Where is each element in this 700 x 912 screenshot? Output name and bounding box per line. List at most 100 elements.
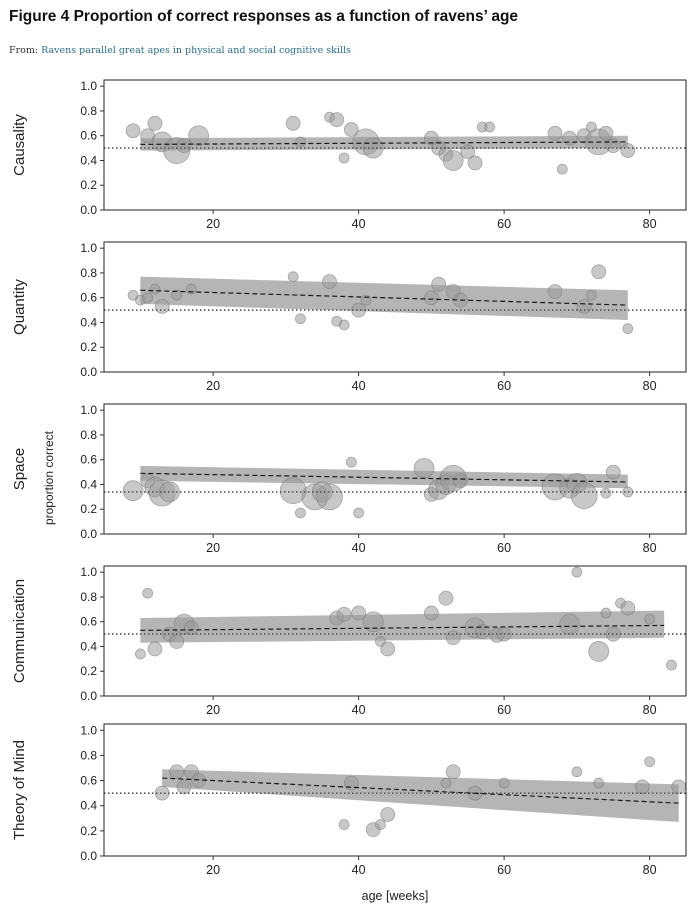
x-tick-label: 80 <box>643 541 657 555</box>
x-tick-label: 60 <box>497 541 511 555</box>
x-tick-label: 40 <box>352 379 366 393</box>
confidence-band <box>162 769 679 823</box>
data-point <box>171 289 183 301</box>
data-point <box>442 150 464 171</box>
data-point <box>329 112 345 128</box>
data-point <box>125 123 141 139</box>
data-point <box>338 319 350 331</box>
y-tick-label: 0.6 <box>80 615 97 629</box>
y-tick-label: 0.8 <box>80 590 97 604</box>
data-point <box>295 136 306 148</box>
data-point <box>559 613 580 635</box>
y-tick-label: 1.0 <box>80 565 97 579</box>
data-point <box>600 607 612 619</box>
data-point <box>336 606 352 622</box>
y-tick-label: 0.2 <box>80 824 97 838</box>
y-tick-label: 0.2 <box>80 664 97 678</box>
data-point <box>591 264 607 280</box>
y-tick-label: 0.2 <box>80 502 97 516</box>
y-tick-label: 0.8 <box>80 428 97 442</box>
y-tick-label: 0.2 <box>80 178 97 192</box>
data-point <box>345 456 357 468</box>
x-tick-label: 20 <box>206 541 220 555</box>
x-tick-label: 60 <box>497 217 511 231</box>
data-point <box>440 777 452 789</box>
data-point <box>571 766 583 778</box>
x-axis-label: age [weeks] <box>362 889 429 903</box>
data-point <box>142 292 154 304</box>
y-tick-label: 0.6 <box>80 291 97 305</box>
data-point <box>362 611 384 633</box>
figure-title: Figure 4 Proportion of correct responses… <box>9 8 519 25</box>
panel-label: Communication <box>11 579 28 683</box>
data-point <box>622 323 634 335</box>
data-point <box>576 298 592 314</box>
data-point <box>571 566 583 578</box>
data-point <box>644 756 656 768</box>
confidence-band <box>140 465 628 489</box>
source-link[interactable]: Ravens parallel great apes in physical a… <box>41 45 351 56</box>
data-point <box>353 507 365 519</box>
x-tick-label: 80 <box>643 217 657 231</box>
data-point <box>295 313 306 325</box>
data-point <box>176 779 192 795</box>
y-tick-label: 1.0 <box>80 723 97 737</box>
data-point <box>351 605 367 621</box>
data-point <box>484 121 495 133</box>
data-point <box>142 587 154 599</box>
y-tick-label: 0.8 <box>80 266 97 280</box>
x-tick-label: 20 <box>206 863 220 877</box>
y-tick-label: 0.4 <box>80 477 97 491</box>
y-tick-label: 0.4 <box>80 315 97 329</box>
data-point <box>644 613 656 625</box>
panel-frame <box>103 723 687 857</box>
data-point <box>453 473 468 489</box>
data-point <box>671 779 687 795</box>
data-point <box>343 122 359 137</box>
data-point <box>295 507 306 519</box>
trend-line <box>162 777 679 804</box>
y-tick-label: 1.0 <box>80 403 97 417</box>
data-point <box>547 284 563 299</box>
panel-label: Causality <box>11 114 28 176</box>
data-point <box>498 777 510 789</box>
data-point <box>423 605 439 621</box>
panel-label: Quantity <box>11 279 28 335</box>
panel-frame <box>103 79 687 211</box>
data-point <box>423 290 439 306</box>
y-tick-label: 0.0 <box>80 203 97 217</box>
trend-line <box>140 624 665 631</box>
y-tick-label: 0.8 <box>80 104 97 118</box>
y-tick-label: 0.0 <box>80 365 97 379</box>
x-tick-label: 60 <box>497 863 511 877</box>
confidence-band <box>140 610 665 643</box>
data-point <box>474 624 490 640</box>
y-tick-label: 0.0 <box>80 689 97 703</box>
data-point <box>149 283 161 295</box>
data-point <box>380 807 396 822</box>
data-point <box>285 115 301 131</box>
x-tick-label: 20 <box>206 703 220 717</box>
data-point <box>620 600 636 616</box>
x-tick-label: 80 <box>643 703 657 717</box>
trend-line <box>140 289 628 306</box>
y-tick-label: 0.4 <box>80 799 97 813</box>
data-point <box>147 641 163 657</box>
x-tick-label: 40 <box>352 217 366 231</box>
data-point <box>169 764 185 780</box>
x-tick-label: 40 <box>352 863 366 877</box>
x-tick-label: 20 <box>206 217 220 231</box>
data-point <box>570 482 598 510</box>
data-point <box>600 487 612 499</box>
data-point <box>287 271 299 283</box>
data-point <box>593 777 605 789</box>
data-point <box>547 125 563 141</box>
trend-line <box>140 141 628 145</box>
y-tick-label: 0.0 <box>80 849 97 863</box>
data-point <box>351 302 367 318</box>
data-point <box>183 620 199 636</box>
data-point <box>438 590 454 606</box>
data-point <box>605 138 621 154</box>
panel-frame <box>103 403 687 535</box>
data-point <box>338 152 350 164</box>
